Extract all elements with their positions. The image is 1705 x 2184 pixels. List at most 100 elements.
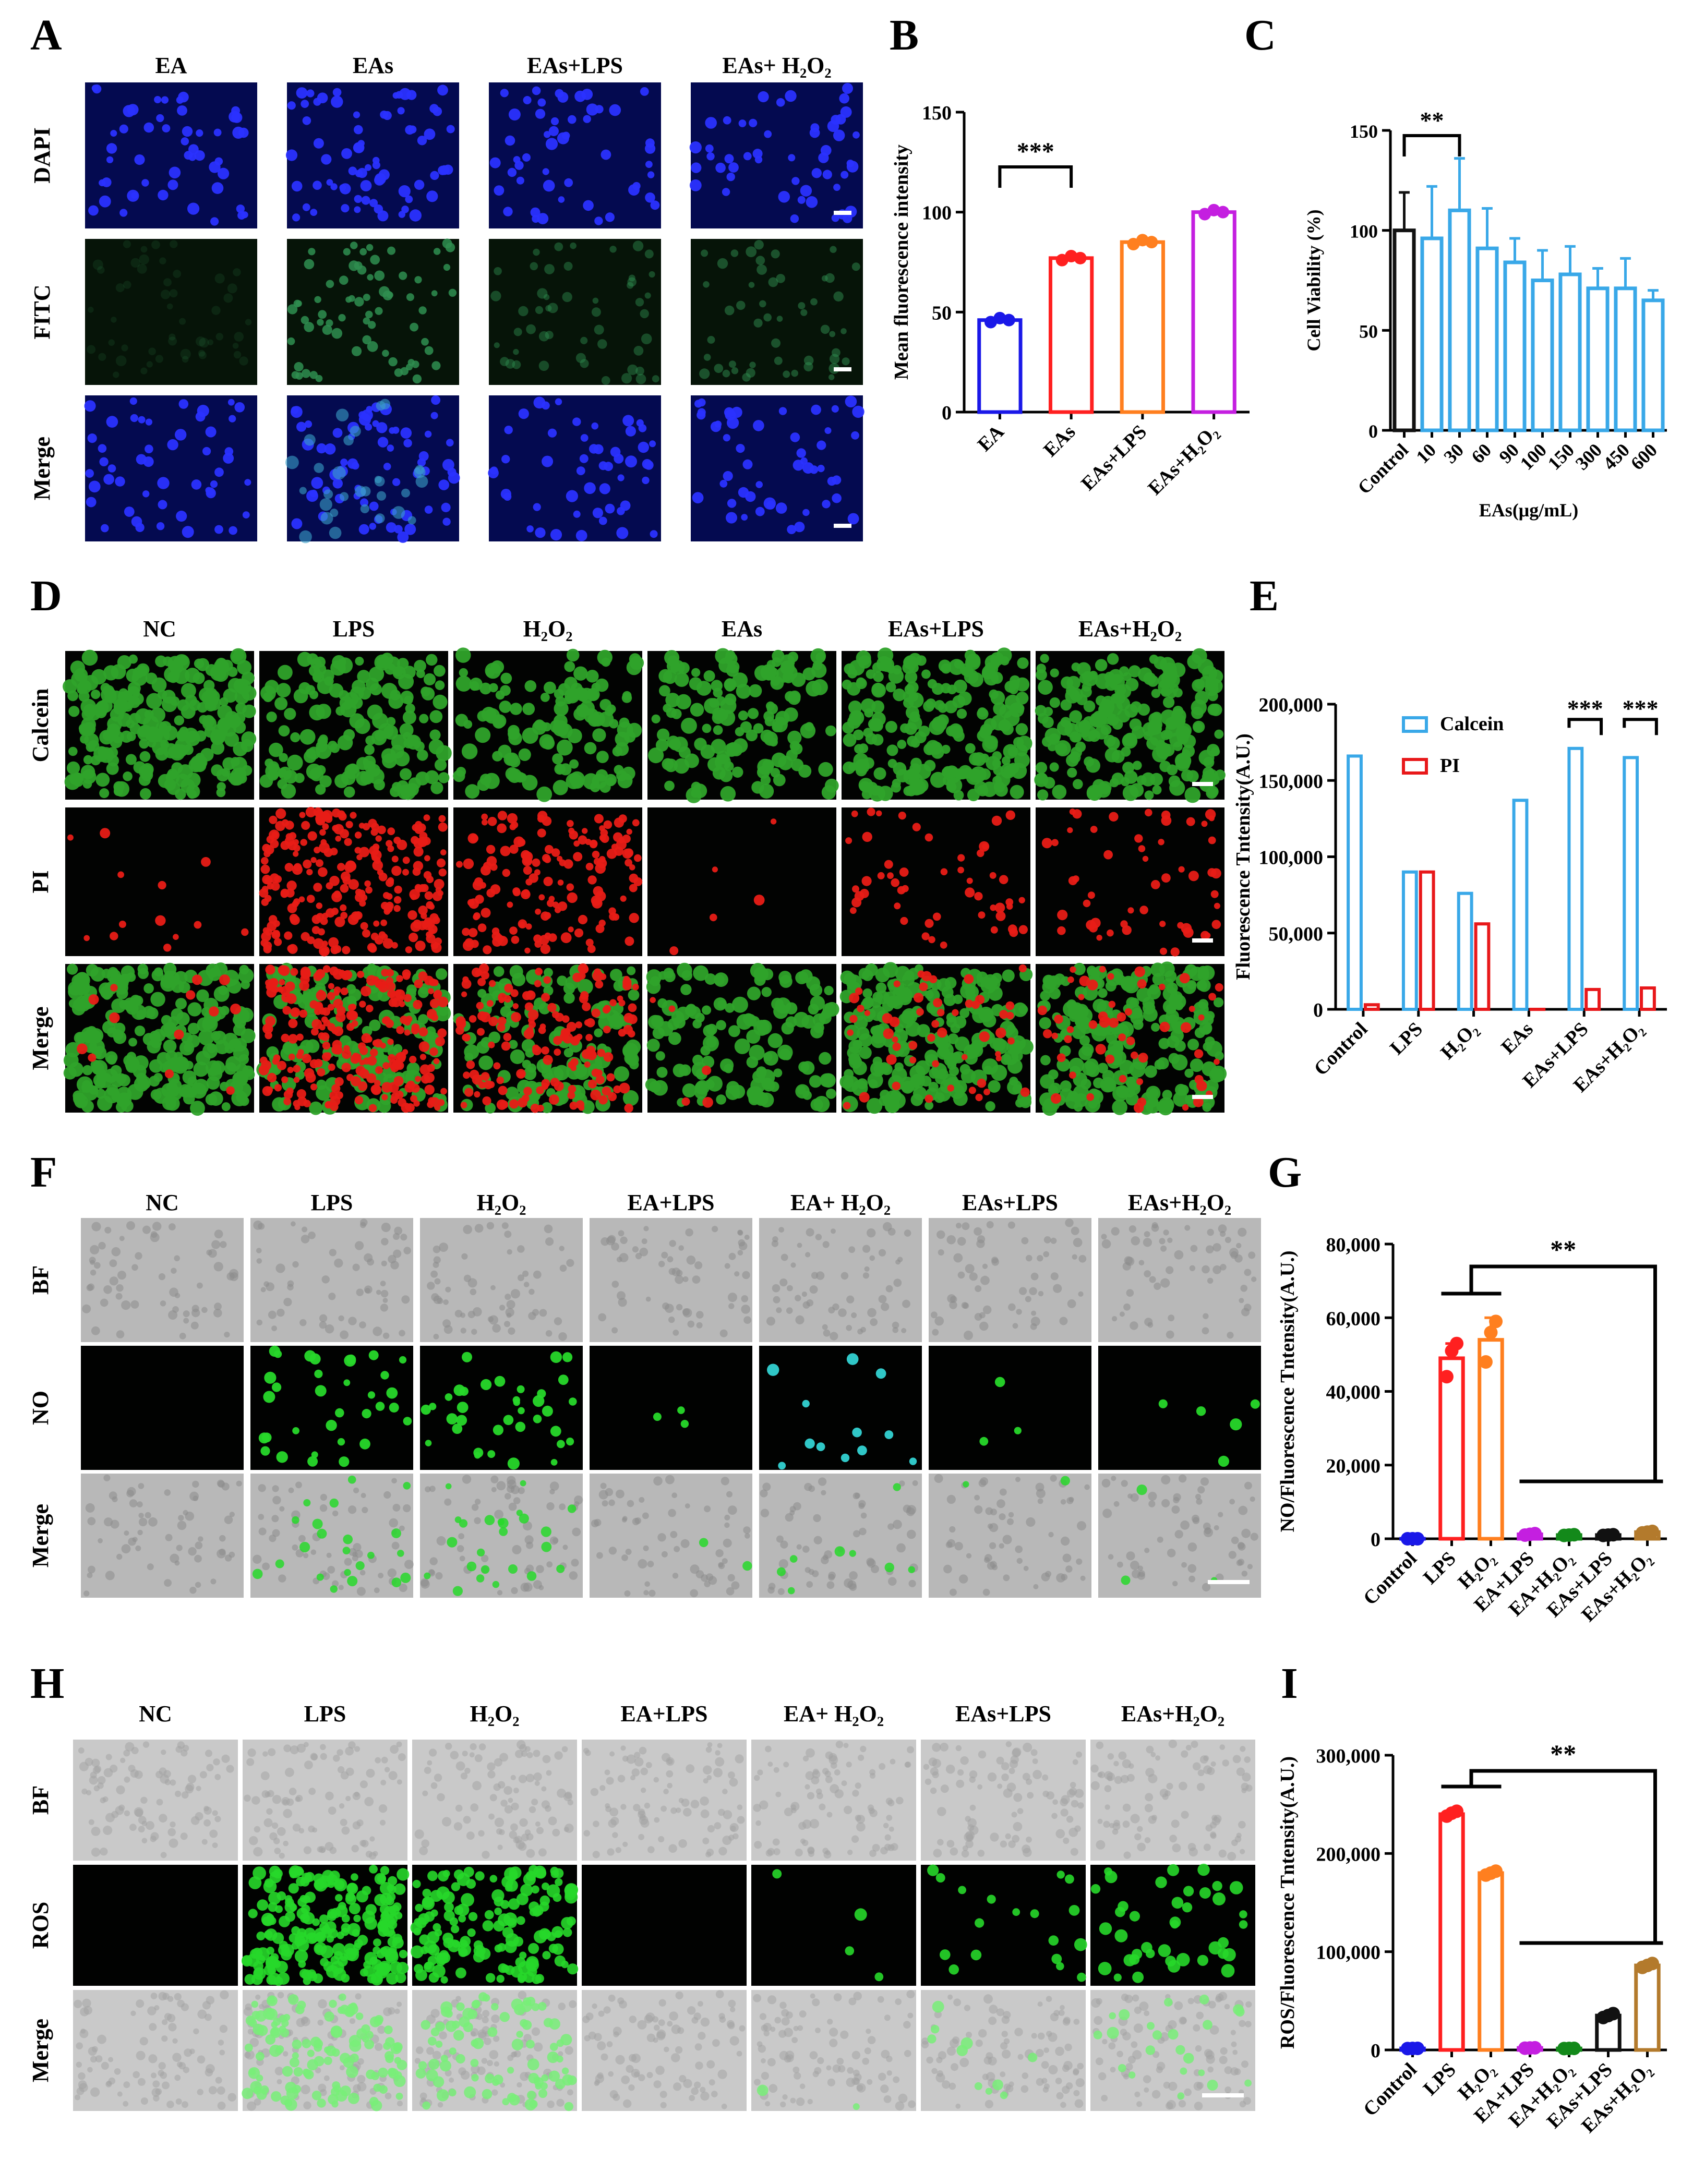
cell-mark (490, 291, 501, 301)
cell-mark (292, 1516, 299, 1524)
cell-mark (427, 1064, 435, 1072)
cell-mark (346, 1354, 356, 1365)
cell-mark (799, 969, 813, 983)
cell-mark (598, 1095, 608, 1105)
cell-mark (692, 1275, 701, 1284)
cell-mark (885, 1285, 893, 1293)
cell-mark (391, 1528, 401, 1538)
cell-mark (1048, 1069, 1059, 1080)
cell-mark (833, 129, 845, 141)
cell-mark (635, 1252, 642, 1260)
cell-mark (1160, 947, 1167, 955)
cell-mark (1128, 1225, 1136, 1233)
cell-mark (776, 1307, 782, 1313)
cell-mark (299, 1009, 308, 1018)
cell-mark (331, 95, 343, 108)
tile-background (81, 1474, 244, 1598)
cell-mark (852, 885, 859, 893)
cell-mark (347, 1004, 355, 1011)
cell-mark (291, 371, 299, 379)
cell-mark (1039, 1017, 1051, 1030)
cell-mark (407, 516, 416, 525)
cell-mark (540, 944, 551, 955)
cell-mark (892, 1081, 901, 1090)
cell-mark (912, 1480, 918, 1486)
cell-mark (138, 1517, 148, 1527)
cell-mark (319, 1024, 326, 1031)
cell-mark (839, 93, 849, 104)
cell-mark (894, 902, 901, 910)
cell-mark (547, 428, 557, 438)
cell-mark (513, 156, 521, 163)
cell-mark (365, 678, 379, 691)
cell-mark (1197, 966, 1209, 978)
cell-mark (535, 968, 543, 976)
cell-mark (151, 240, 160, 249)
cell-mark (164, 1489, 171, 1496)
cell-mark (591, 1519, 599, 1528)
column-header: EA+ H₂O₂ (790, 1190, 891, 1215)
cell-mark (1154, 1059, 1165, 1070)
cell-mark (359, 847, 369, 858)
cell-mark (233, 351, 242, 359)
cell-mark (225, 1056, 241, 1072)
cell-mark (496, 1076, 504, 1084)
cell-mark (158, 880, 166, 890)
cell-mark (627, 277, 637, 287)
cell-mark (901, 1328, 907, 1333)
cell-mark (754, 665, 771, 681)
cell-mark (360, 1218, 368, 1226)
cell-mark (1086, 920, 1096, 931)
cell-mark (415, 465, 425, 475)
cell-mark (556, 764, 566, 774)
cell-mark (82, 1304, 91, 1313)
cell-mark (348, 1505, 357, 1514)
cell-mark (241, 928, 249, 936)
cell-mark (328, 937, 339, 948)
cell-mark (239, 1096, 249, 1106)
cell-mark (1107, 929, 1114, 937)
cell-mark (601, 149, 611, 160)
cell-mark (1016, 1309, 1022, 1315)
cell-mark (929, 719, 945, 735)
cell-mark (233, 268, 241, 276)
cell-mark (481, 1379, 492, 1390)
cell-mark (619, 1082, 630, 1094)
cell-mark (550, 117, 559, 126)
cell-mark (635, 298, 644, 307)
cell-mark (98, 1241, 106, 1250)
cell-mark (430, 942, 439, 949)
cell-mark (417, 458, 426, 467)
cell-mark (316, 913, 325, 921)
cell-mark (313, 671, 322, 681)
cell-mark (538, 331, 549, 342)
cell-mark (791, 369, 798, 377)
cell-mark (670, 1531, 678, 1538)
cell-mark (470, 1288, 477, 1296)
cell-mark (746, 729, 758, 742)
cell-mark (574, 90, 586, 102)
cell-mark (215, 333, 223, 341)
cell-mark (498, 1085, 508, 1095)
cell-mark (616, 1257, 622, 1263)
cell-mark (1198, 1014, 1205, 1021)
cell-mark (174, 715, 184, 726)
cell-mark (475, 727, 491, 743)
cell-mark (370, 828, 378, 836)
cell-mark (509, 1040, 518, 1049)
cell-mark (353, 1543, 362, 1552)
cell-mark (1073, 1072, 1088, 1087)
cell-mark (485, 1102, 496, 1114)
cell-mark (435, 1036, 445, 1047)
cell-mark (298, 682, 311, 694)
cell-mark (290, 968, 298, 976)
cell-mark (842, 679, 852, 690)
cell-mark (770, 818, 777, 825)
cell-mark (946, 781, 957, 792)
cell-mark (1184, 1068, 1194, 1078)
cell-mark (323, 848, 333, 857)
cell-mark (415, 475, 428, 488)
cell-mark (851, 810, 858, 817)
cell-mark (787, 525, 797, 534)
cell-mark (509, 844, 519, 854)
